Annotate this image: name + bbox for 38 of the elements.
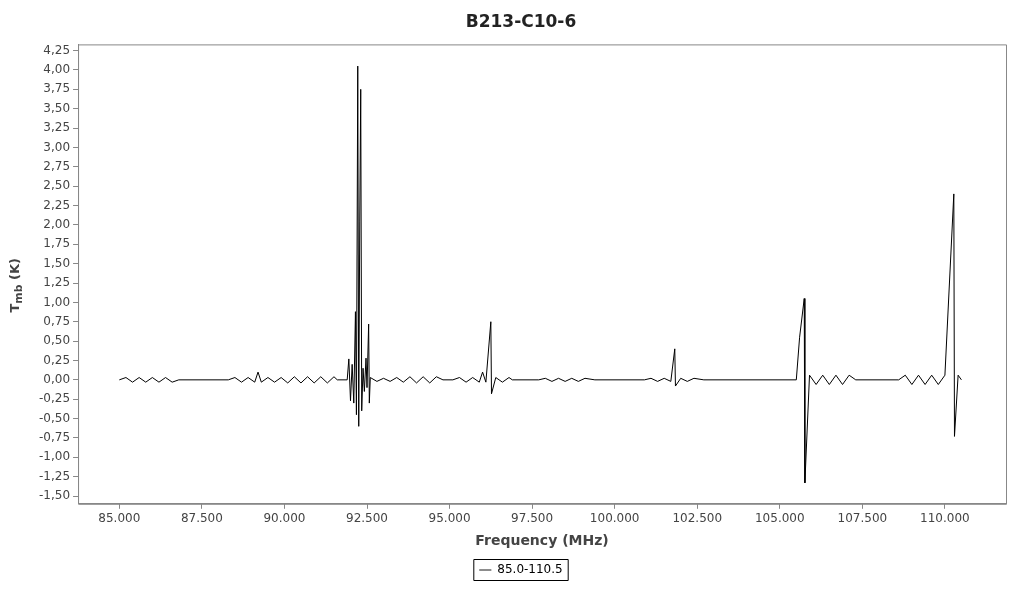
x-tick-label: 102.500 <box>672 511 723 526</box>
x-tick-label: 105.000 <box>754 511 805 526</box>
y-tick-label: 3,50 <box>43 100 71 115</box>
y-tick-label: 0,75 <box>43 313 71 328</box>
y-tick-label: 3,25 <box>43 120 71 135</box>
y-tick-label: -0,75 <box>38 430 71 445</box>
y-tick-label: 2,25 <box>43 197 71 212</box>
text: 85.0-110.5 <box>497 562 563 577</box>
y-tick-label: 1,25 <box>43 275 71 290</box>
y-tick-label: 4,25 <box>43 42 71 57</box>
y-tick-label: 0,50 <box>43 333 71 348</box>
y-tick-label: 2,00 <box>43 217 71 232</box>
y-tick-label: -1,25 <box>38 468 71 483</box>
x-tick-label: 97.500 <box>511 511 554 526</box>
y-tick-label: -1,00 <box>38 449 71 464</box>
y-tick-label: 2,50 <box>43 178 71 193</box>
y-tick-label: 0,25 <box>43 352 71 367</box>
y-tick-label: 1,75 <box>43 236 71 251</box>
y-tick-label: 3,00 <box>43 139 71 154</box>
x-tick-label: 95.000 <box>428 511 471 526</box>
y-tick-label: 2,75 <box>43 158 71 173</box>
x-tick-label: 107.500 <box>837 511 888 526</box>
x-tick-label: 87.500 <box>180 511 223 526</box>
x-tick-label: 100.000 <box>589 511 640 526</box>
y-tick-label: 1,00 <box>43 294 71 309</box>
y-tick-label: 0,00 <box>43 371 71 386</box>
x-axis-title: Frequency (MHz) <box>475 532 609 549</box>
x-tick-label: 85.000 <box>98 511 141 526</box>
y-tick-label: -0,25 <box>38 391 71 406</box>
chart-title: B213-C10-6 <box>465 10 577 31</box>
y-tick-label: -0,50 <box>38 410 71 425</box>
y-tick-label: 3,75 <box>43 81 71 96</box>
y-tick-label: 4,00 <box>43 62 71 77</box>
y-tick-label: 1,50 <box>43 255 71 270</box>
x-tick-label: 110.000 <box>920 511 970 526</box>
x-tick-label: 92.500 <box>346 511 388 526</box>
x-tick-label: 90.000 <box>263 511 306 526</box>
y-tick-label: -1,50 <box>38 488 71 503</box>
